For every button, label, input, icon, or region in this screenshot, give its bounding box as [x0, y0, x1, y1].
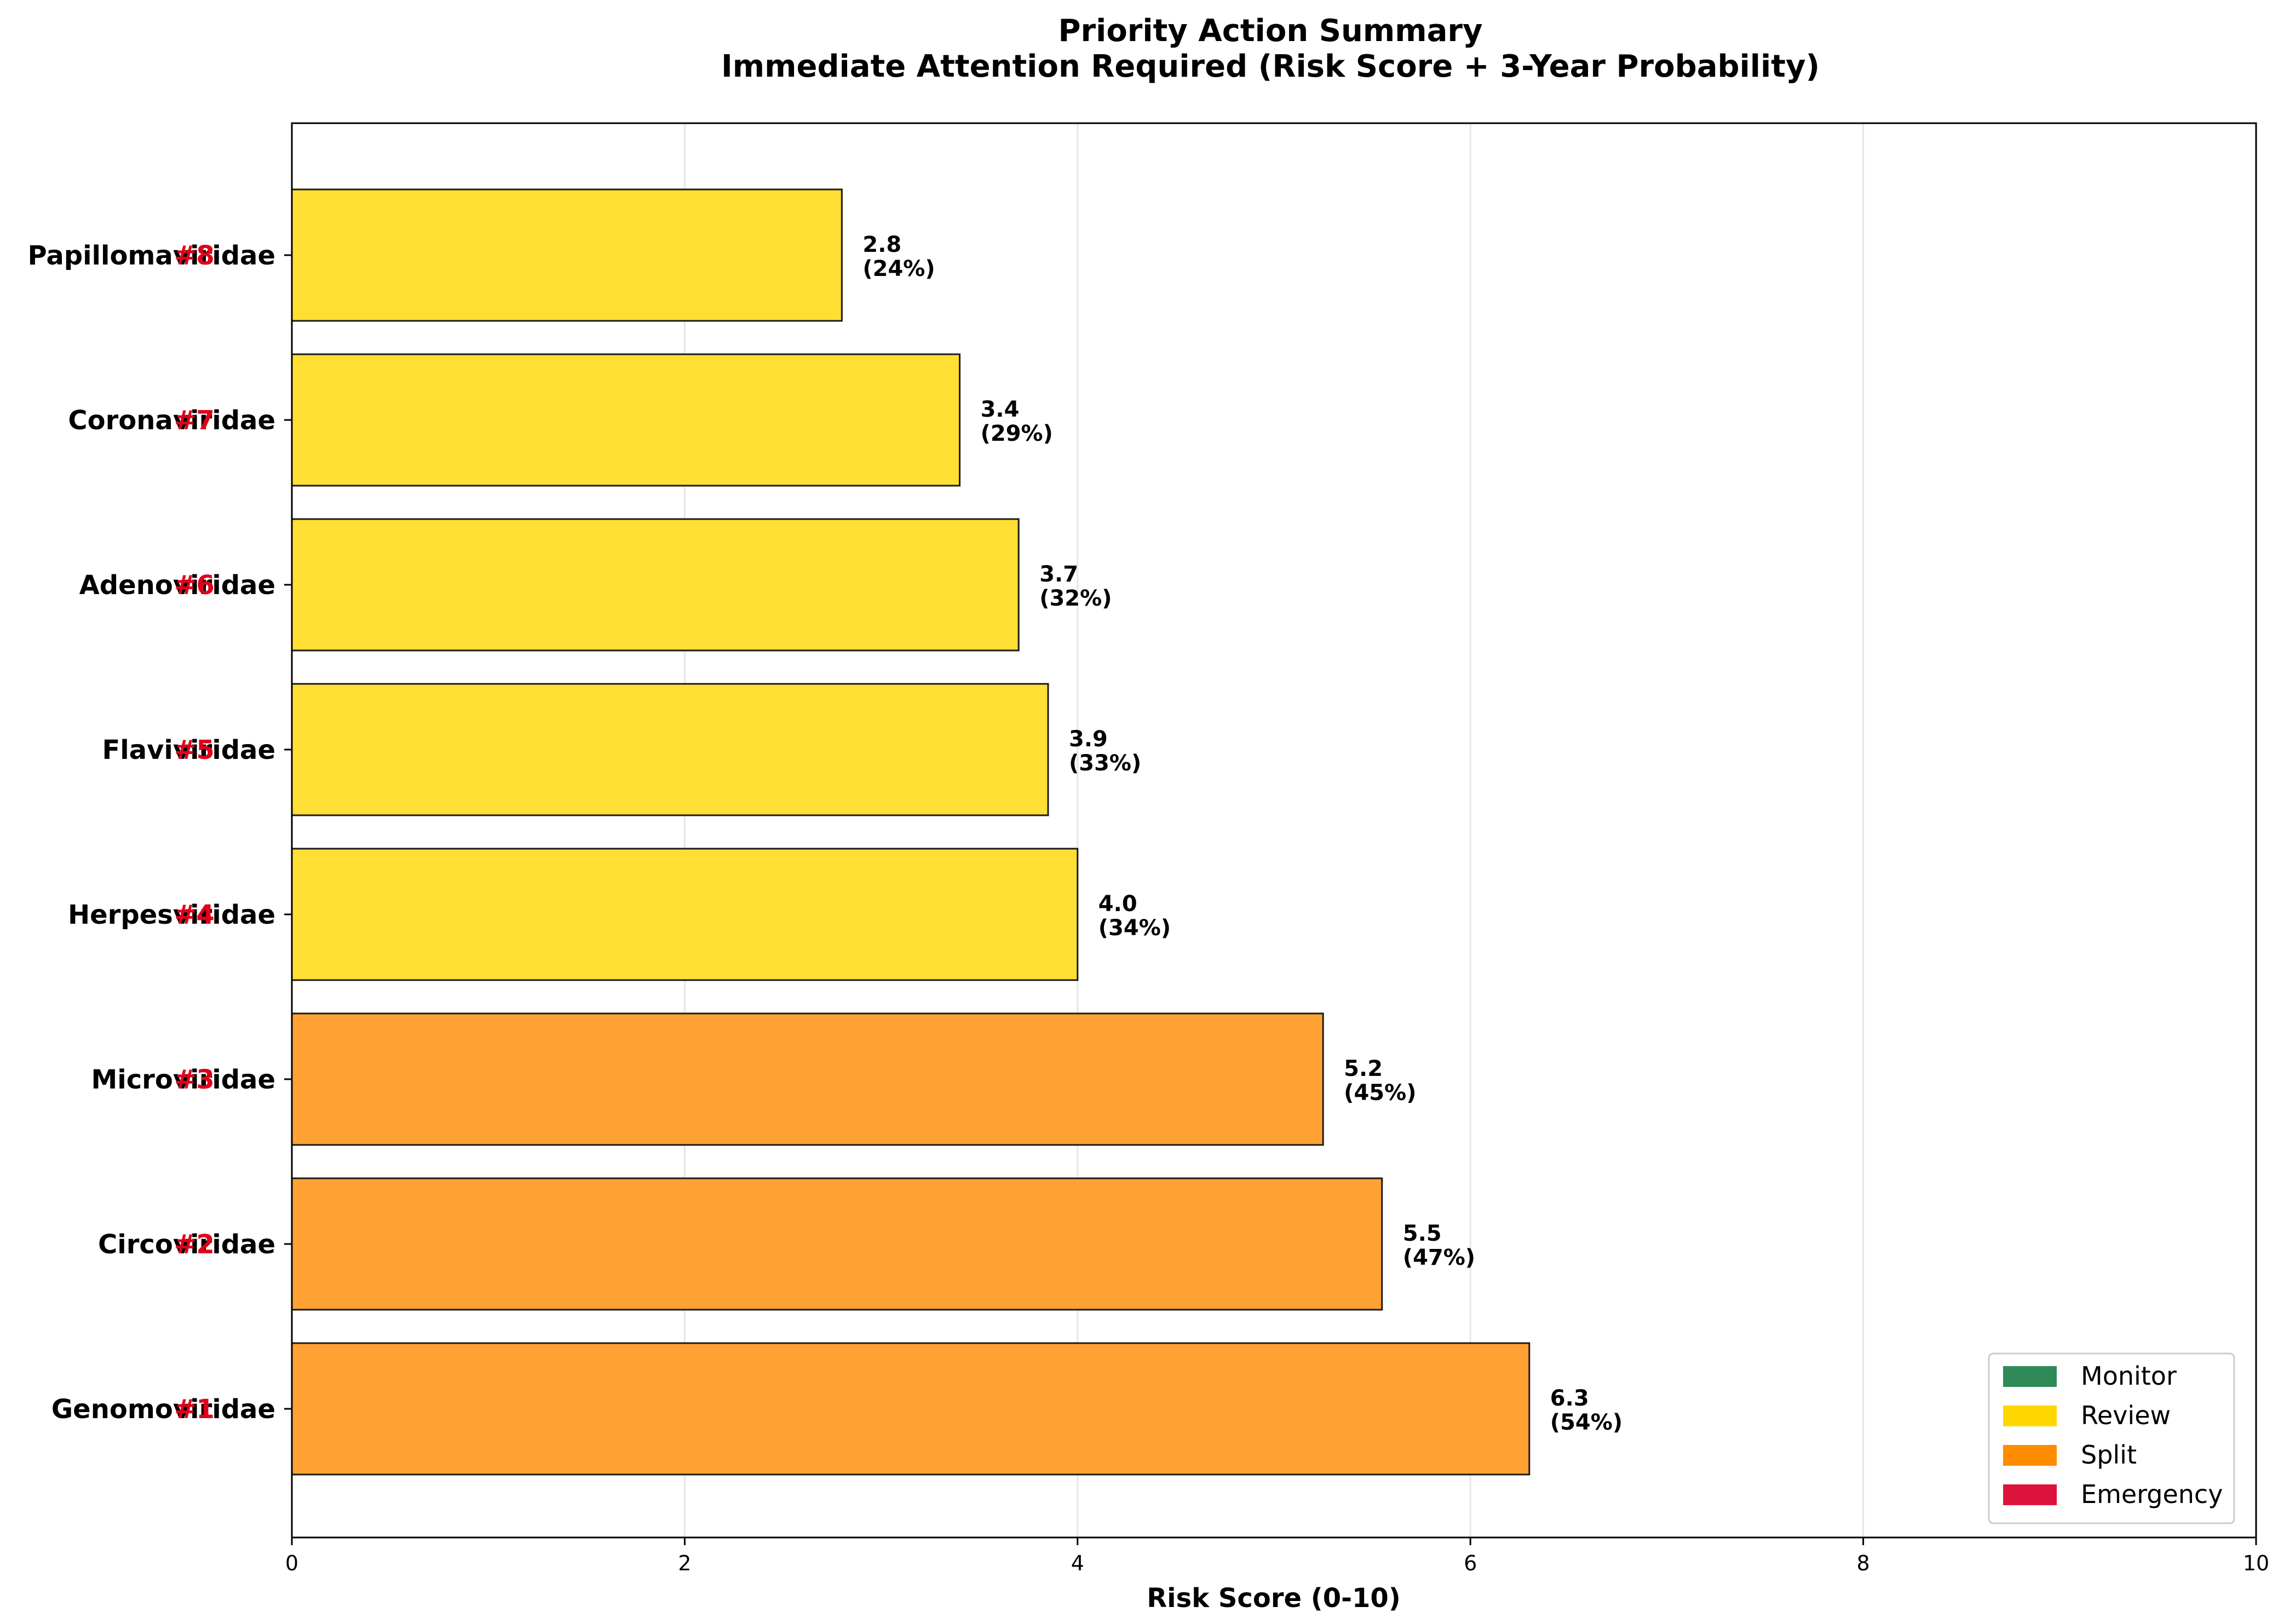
bar-flaviviridae	[291, 683, 1049, 816]
value-label: 5.5	[1403, 1221, 1442, 1246]
category-label: Papillomaviridae	[27, 240, 275, 271]
bar-adenoviridae	[291, 518, 1020, 652]
value-label: 3.9	[1069, 727, 1108, 752]
value-label: 5.2	[1344, 1056, 1383, 1081]
probability-label: (29%)	[981, 421, 1053, 446]
legend-label-emergency: Emergency	[2081, 1479, 2223, 1509]
bar-microviridae	[291, 1012, 1324, 1146]
x-tick-label: 10	[2243, 1551, 2269, 1575]
legend-label-split: Split	[2081, 1440, 2137, 1470]
category-label: Microviridae	[91, 1064, 276, 1095]
labels-group: Genomoviridae#1 6.3(54%) Circoviridae#2 5.5…	[27, 232, 1623, 1435]
probability-label: (54%)	[1550, 1410, 1623, 1435]
category-label: Coronaviridae	[68, 405, 275, 436]
value-label: 3.7	[1039, 562, 1078, 587]
probability-label: (45%)	[1344, 1080, 1416, 1105]
rank-label: #7	[174, 405, 215, 436]
category-label: Herpesviridae	[68, 900, 275, 930]
probability-label: (32%)	[1039, 586, 1112, 611]
x-tick-label: 8	[1857, 1551, 1870, 1575]
rank-label: #4	[174, 900, 215, 930]
rank-label: #8	[174, 240, 215, 271]
bars-group	[291, 188, 1531, 1476]
legend-swatch-emergency	[2003, 1484, 2057, 1505]
legend-swatch-split	[2003, 1445, 2057, 1466]
category-label: Adenoviridae	[79, 570, 275, 601]
value-label: 6.3	[1550, 1386, 1589, 1411]
x-tick-label: 0	[285, 1551, 298, 1575]
value-label: 2.8	[862, 232, 901, 257]
value-label: 3.4	[981, 397, 1020, 422]
rank-label: #5	[174, 735, 215, 765]
rank-label: #3	[174, 1064, 215, 1095]
x-tick-label: 4	[1071, 1551, 1084, 1575]
probability-label: (47%)	[1403, 1245, 1475, 1270]
chart-title: Priority Action Summary	[1058, 13, 1482, 49]
probability-label: (34%)	[1098, 915, 1171, 941]
legend: Monitor Review Split Emergency	[1988, 1352, 2235, 1524]
bar-genomoviridae	[291, 1342, 1531, 1476]
bar-coronaviridae	[291, 353, 961, 487]
value-label: 4.0	[1098, 891, 1137, 917]
category-label: Genomoviridae	[51, 1394, 275, 1425]
rank-label: #6	[174, 570, 215, 601]
plot-frame	[291, 122, 2257, 1539]
legend-label-review: Review	[2081, 1401, 2171, 1430]
bar-herpesviridae	[291, 848, 1079, 981]
category-label: Circoviridae	[98, 1229, 275, 1260]
legend-label-monitor: Monitor	[2081, 1361, 2177, 1391]
bar-papillomaviridae	[291, 188, 843, 322]
legend-frame	[1988, 1352, 2235, 1524]
category-label: Flaviviridae	[102, 735, 275, 765]
rank-label: #2	[174, 1229, 215, 1260]
x-tick-label: 2	[678, 1551, 691, 1575]
x-tick-label: 6	[1464, 1551, 1477, 1575]
grid-lines	[291, 123, 2257, 1537]
probability-label: (24%)	[862, 256, 935, 281]
probability-label: (33%)	[1069, 751, 1141, 776]
rank-label: #1	[174, 1394, 215, 1425]
x-axis-ticks: 0 2 4 6 8 10	[285, 1537, 2269, 1575]
x-axis-label: Risk Score (0-10)	[1147, 1583, 1401, 1614]
chart-subtitle: Immediate Attention Required (Risk Score…	[721, 49, 1820, 84]
legend-swatch-review	[2003, 1406, 2057, 1426]
legend-swatch-monitor	[2003, 1366, 2057, 1387]
bar-circoviridae	[291, 1177, 1383, 1311]
